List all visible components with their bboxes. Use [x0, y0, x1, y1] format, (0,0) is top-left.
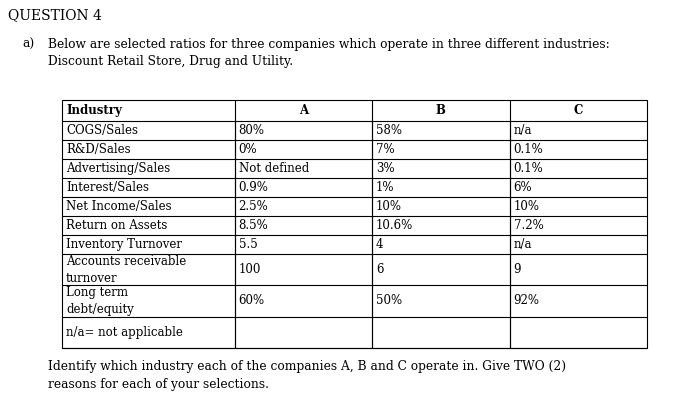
- Text: Industry: Industry: [66, 104, 122, 117]
- Text: Accounts receivable
turnover: Accounts receivable turnover: [66, 255, 186, 285]
- Text: n/a= not applicable: n/a= not applicable: [66, 326, 183, 339]
- Text: 6: 6: [376, 263, 383, 276]
- Text: Inventory Turnover: Inventory Turnover: [66, 238, 182, 251]
- Text: 100: 100: [238, 263, 261, 276]
- Text: 92%: 92%: [513, 295, 539, 308]
- Text: n/a: n/a: [513, 124, 532, 137]
- Text: Advertising/Sales: Advertising/Sales: [66, 162, 170, 175]
- Text: Return on Assets: Return on Assets: [66, 219, 168, 232]
- Text: 2.5%: 2.5%: [238, 200, 268, 213]
- Text: QUESTION 4: QUESTION 4: [8, 8, 102, 22]
- Text: 6%: 6%: [513, 181, 532, 194]
- Text: 0.1%: 0.1%: [513, 162, 543, 175]
- Text: 0.9%: 0.9%: [238, 181, 268, 194]
- Text: 5.5: 5.5: [238, 238, 257, 251]
- Text: 58%: 58%: [376, 124, 402, 137]
- Text: 60%: 60%: [238, 295, 265, 308]
- Text: 7%: 7%: [376, 143, 395, 156]
- Text: Not defined: Not defined: [238, 162, 308, 175]
- Text: B: B: [436, 104, 446, 117]
- Text: Identify which industry each of the companies A, B and C operate in. Give TWO (2: Identify which industry each of the comp…: [48, 360, 566, 373]
- Text: 1%: 1%: [376, 181, 394, 194]
- Text: Below are selected ratios for three companies which operate in three different i: Below are selected ratios for three comp…: [48, 38, 609, 51]
- Text: 4: 4: [376, 238, 383, 251]
- Text: C: C: [573, 104, 583, 117]
- Text: Interest/Sales: Interest/Sales: [66, 181, 149, 194]
- Text: R&D/Sales: R&D/Sales: [66, 143, 131, 156]
- Text: 9: 9: [513, 263, 521, 276]
- Text: 0.1%: 0.1%: [513, 143, 543, 156]
- Text: A: A: [299, 104, 308, 117]
- Text: Long term
debt/equity: Long term debt/equity: [66, 286, 133, 316]
- Text: 10%: 10%: [513, 200, 539, 213]
- Text: 8.5%: 8.5%: [238, 219, 268, 232]
- Text: n/a: n/a: [513, 238, 532, 251]
- Text: a): a): [22, 38, 34, 51]
- Text: Discount Retail Store, Drug and Utility.: Discount Retail Store, Drug and Utility.: [48, 55, 293, 68]
- Text: 50%: 50%: [376, 295, 402, 308]
- Text: 10.6%: 10.6%: [376, 219, 413, 232]
- Text: 0%: 0%: [238, 143, 257, 156]
- Text: COGS/Sales: COGS/Sales: [66, 124, 138, 137]
- Text: 80%: 80%: [238, 124, 265, 137]
- Text: reasons for each of your selections.: reasons for each of your selections.: [48, 378, 269, 391]
- Text: 3%: 3%: [376, 162, 395, 175]
- Text: 10%: 10%: [376, 200, 402, 213]
- Text: 7.2%: 7.2%: [513, 219, 543, 232]
- Text: Net Income/Sales: Net Income/Sales: [66, 200, 172, 213]
